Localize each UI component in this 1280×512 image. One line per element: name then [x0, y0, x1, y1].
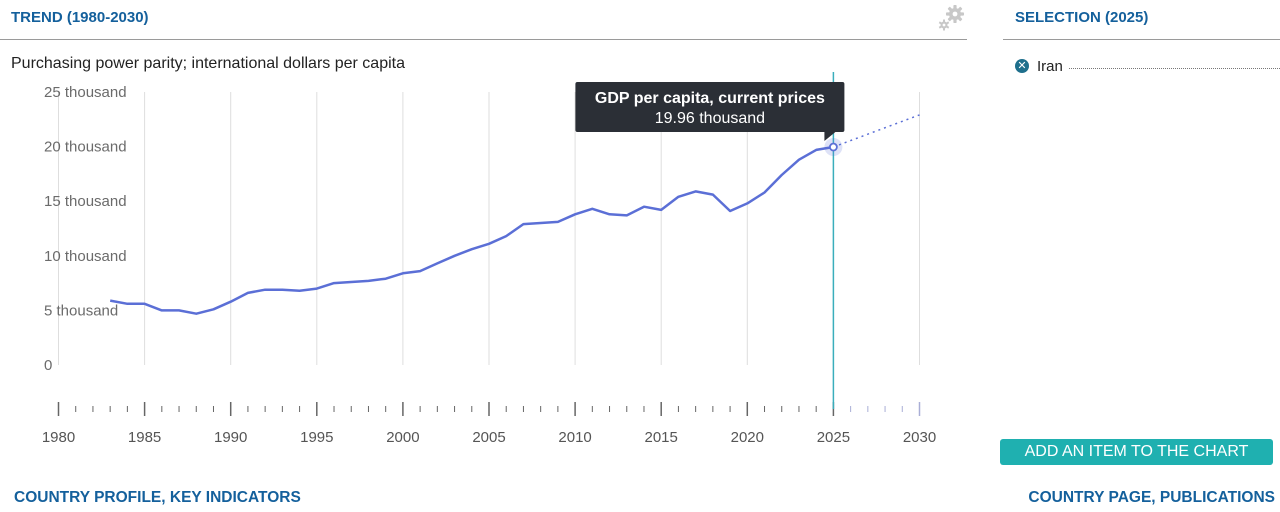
x-tick-label: 2020 [731, 429, 764, 446]
close-circle-icon[interactable]: ✕ [1015, 59, 1029, 73]
y-tick-label: 5 thousand [44, 302, 118, 319]
series-line-projection [833, 114, 920, 148]
x-tick-label: 1990 [214, 429, 247, 446]
y-tick-label: 25 thousand [44, 84, 127, 101]
line-chart[interactable]: 0 5 thousand 10 thousand 15 thousand 20 thou… [0, 72, 1000, 452]
tooltip-value: 19.96 thousand [655, 110, 765, 127]
highlight-point [829, 142, 838, 152]
x-tick-label: 2015 [645, 429, 678, 446]
tooltip-pointer [824, 132, 836, 142]
series-line-iran [109, 145, 834, 315]
selection-title: SELECTION (2025) [1015, 9, 1149, 26]
x-tick-label: 2005 [472, 429, 505, 446]
x-tick-label: 1985 [128, 429, 161, 446]
trend-title: TREND (1980-2030) [11, 9, 149, 26]
y-tick-label: 20 thousand [44, 139, 127, 156]
x-tick-label: 1980 [42, 429, 75, 446]
gear-icon[interactable] [936, 3, 966, 33]
y-tick-label: 0 [44, 357, 52, 374]
tooltip-box [575, 82, 845, 133]
y-tick-label: 10 thousand [44, 248, 127, 265]
legend-leader [1068, 67, 1280, 69]
country-page-link[interactable]: COUNTRY PAGE, PUBLICATIONS [1028, 489, 1275, 506]
legend-item-iran[interactable]: ✕ Iran [1015, 56, 1280, 76]
tooltip-title: GDP per capita, current prices [595, 90, 825, 107]
x-tick-label: 2000 [386, 429, 419, 446]
x-tick-label: 2010 [558, 429, 591, 446]
x-tick-label: 2030 [903, 429, 936, 446]
legend-label: Iran [1037, 57, 1063, 75]
selection-divider [1003, 39, 1280, 40]
trend-divider [0, 39, 967, 40]
x-tick-label: 1995 [300, 429, 333, 446]
add-item-button[interactable]: ADD AN ITEM TO THE CHART [1000, 439, 1273, 465]
x-tick-label: 2025 [817, 429, 850, 446]
y-tick-label: 15 thousand [44, 193, 127, 210]
chart-subtitle: Purchasing power parity; international d… [11, 55, 405, 72]
country-profile-link[interactable]: COUNTRY PROFILE, KEY INDICATORS [14, 489, 301, 506]
